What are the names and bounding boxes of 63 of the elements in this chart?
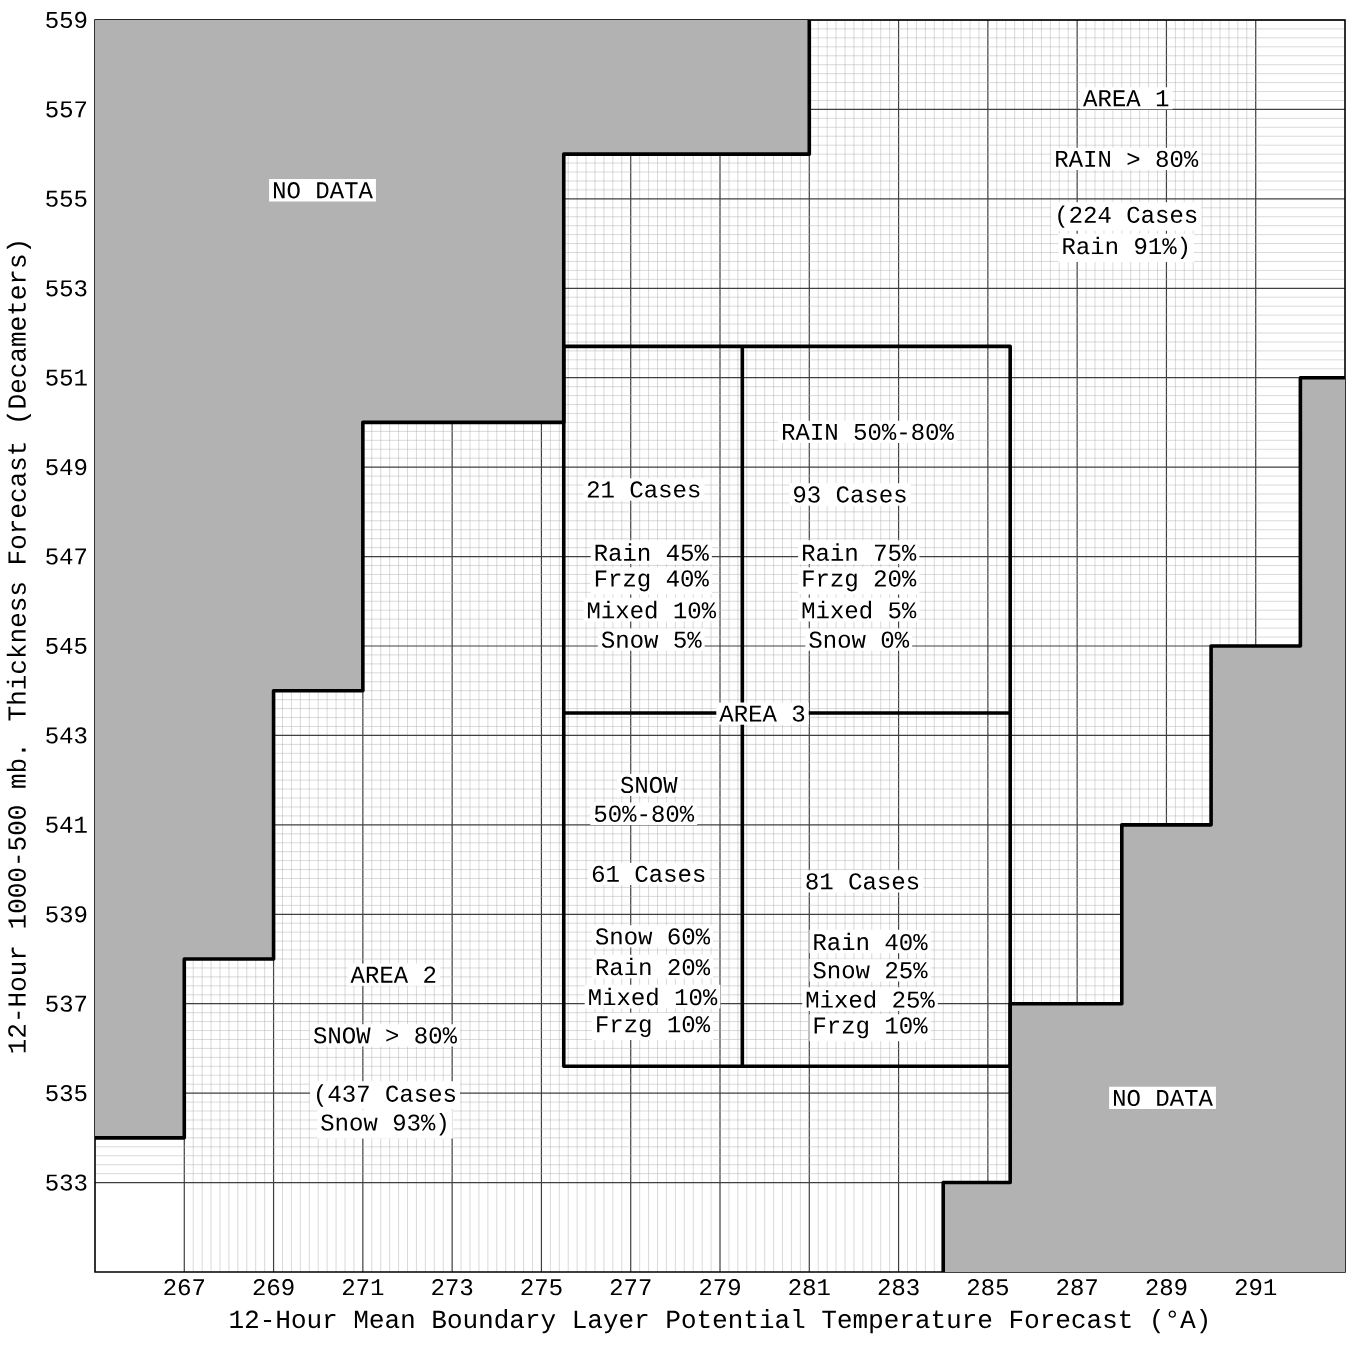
- x-axis-title: 12-Hour Mean Boundary Layer Potential Temperature Forecast (°A): [230, 1309, 1207, 1334]
- y-tick-label: 537: [46, 995, 87, 1012]
- x-tick-label: 273: [432, 1279, 473, 1296]
- annotation: AREA 2: [350, 966, 436, 983]
- y-tick-label: 547: [46, 548, 87, 565]
- x-tick-label: 277: [610, 1279, 651, 1296]
- y-tick-label: 551: [46, 369, 87, 386]
- annotation: 21 Cases: [587, 481, 700, 498]
- x-tick-label: 287: [1057, 1279, 1097, 1296]
- x-tick-label: 279: [700, 1279, 740, 1296]
- annotation: 61 Cases: [592, 865, 705, 882]
- annotation: AREA 3: [719, 705, 805, 722]
- annotation: Rain 40%: [814, 932, 928, 951]
- annotation: Rain 91%): [1063, 236, 1188, 260]
- annotation: Mixed 25%: [806, 990, 935, 1008]
- annotation: Rain 45%: [595, 543, 709, 561]
- y-tick-label: 557: [46, 101, 87, 118]
- annotation: SNOW > 80%: [313, 1027, 457, 1044]
- annotation: Mixed 10%: [587, 600, 717, 619]
- x-tick-label: 269: [253, 1279, 294, 1296]
- annotation: Snow 60%: [595, 928, 711, 945]
- y-tick-label: 549: [46, 458, 87, 476]
- y-tick-label: 553: [46, 280, 87, 297]
- annotation: Frzg 10%: [814, 1017, 928, 1039]
- annotation: Rain 75%: [803, 543, 917, 561]
- annotation: Frzg 20%: [803, 570, 917, 592]
- y-tick-label: 559: [46, 11, 87, 29]
- annotation: Rain 20%: [596, 957, 711, 976]
- annotation: NO DATA: [274, 182, 373, 199]
- annotation: 81 Cases: [806, 873, 919, 890]
- annotation: SNOW: [620, 776, 678, 794]
- x-tick-label: 289: [1146, 1279, 1187, 1296]
- annotation: Snow 93%): [321, 1113, 446, 1136]
- annotation: Snow 25%: [813, 962, 928, 979]
- annotation: Snow 0%: [809, 631, 910, 648]
- annotation: Mixed 5%: [802, 600, 917, 619]
- annotation: AREA 1: [1083, 90, 1169, 107]
- x-tick-label: 271: [342, 1279, 384, 1296]
- x-tick-label: 283: [878, 1279, 919, 1296]
- annotation: (224 Cases: [1058, 205, 1197, 228]
- y-tick-label: 539: [46, 906, 87, 923]
- y-tick-label: 541: [46, 816, 87, 833]
- x-tick-label: 291: [1235, 1279, 1277, 1296]
- y-tick-label: 533: [46, 1174, 87, 1191]
- annotation: (437 Cases: [317, 1084, 455, 1107]
- annotation: NO DATA: [1114, 1089, 1213, 1107]
- annotation: Frzg 40%: [595, 570, 709, 592]
- annotation: RAIN > 80%: [1056, 150, 1199, 168]
- y-tick-label: 545: [46, 637, 87, 654]
- annotation: Frzg 10%: [597, 1016, 711, 1038]
- x-tick-label: 281: [789, 1279, 830, 1296]
- annotation: Mixed 10%: [589, 987, 718, 1006]
- y-tick-label: 535: [46, 1084, 87, 1102]
- x-tick-label: 275: [521, 1279, 562, 1296]
- y-tick-label: 555: [46, 190, 87, 207]
- annotation: 93 Cases: [794, 486, 906, 503]
- x-tick-label: 285: [967, 1279, 1008, 1296]
- annotation: 50%-80%: [594, 805, 695, 822]
- y-axis-title: 12-Hour 1000-500 mb. Thickness Forecast (Decameters): [6, 242, 31, 1053]
- x-tick-label: 267: [164, 1279, 204, 1296]
- y-tick-label: 543: [46, 727, 87, 744]
- annotation: Snow 5%: [601, 631, 702, 648]
- annotation: RAIN 50%-80%: [783, 423, 954, 441]
